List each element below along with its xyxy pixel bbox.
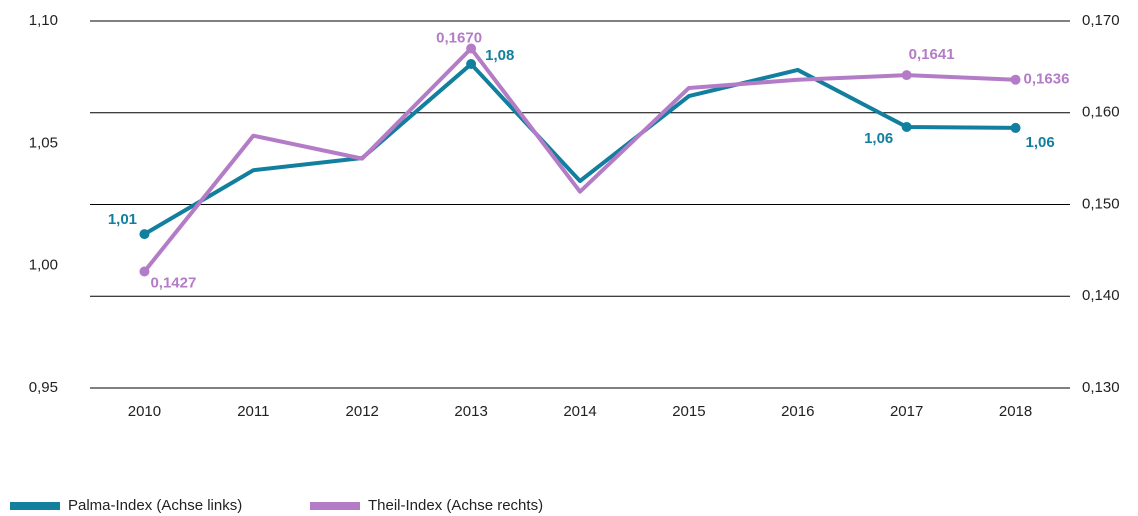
legend-label: Palma-Index (Achse links) xyxy=(68,497,242,514)
point-marker xyxy=(901,121,912,132)
point-marker xyxy=(1010,122,1021,133)
x-tick-label: 2017 xyxy=(890,403,923,420)
x-tick-label: 2018 xyxy=(999,403,1032,420)
value-label: 1,08 xyxy=(485,47,514,64)
legend-swatch xyxy=(10,502,60,510)
value-label: 1,06 xyxy=(1026,134,1055,151)
point-marker xyxy=(901,70,912,81)
x-tick-label: 2016 xyxy=(781,403,814,420)
x-tick-label: 2015 xyxy=(672,403,705,420)
point-marker xyxy=(466,59,477,70)
point-marker xyxy=(139,229,150,240)
value-label: 0,1636 xyxy=(1024,71,1070,88)
x-tick-label: 2011 xyxy=(237,403,269,420)
y-tick-label: 0,95 xyxy=(29,379,58,396)
y2-tick-label: 0,140 xyxy=(1082,287,1120,304)
x-tick-label: 2010 xyxy=(128,403,161,420)
y2-tick-label: 0,170 xyxy=(1082,12,1120,29)
point-marker xyxy=(139,266,150,277)
value-label: 0,1670 xyxy=(436,29,482,46)
y2-tick-label: 0,130 xyxy=(1082,379,1120,396)
series-line xyxy=(142,46,1016,273)
y-tick-label: 1,00 xyxy=(29,257,58,274)
value-label: 1,01 xyxy=(108,211,137,228)
point-marker xyxy=(466,43,477,54)
series-line xyxy=(143,62,1016,236)
legend-swatch xyxy=(310,502,360,510)
y2-tick-label: 0,150 xyxy=(1082,195,1120,212)
y-tick-label: 1,10 xyxy=(29,12,58,29)
y2-tick-label: 0,160 xyxy=(1082,104,1120,121)
x-tick-label: 2014 xyxy=(563,403,596,420)
value-label: 0,1427 xyxy=(150,274,196,291)
legend-label: Theil-Index (Achse rechts) xyxy=(368,497,543,514)
y-tick-label: 1,05 xyxy=(29,134,58,151)
x-tick-label: 2012 xyxy=(346,403,379,420)
value-label: 0,1641 xyxy=(909,46,955,63)
x-tick-label: 2013 xyxy=(454,403,487,420)
value-label: 1,06 xyxy=(864,130,893,147)
point-marker xyxy=(1010,74,1021,85)
